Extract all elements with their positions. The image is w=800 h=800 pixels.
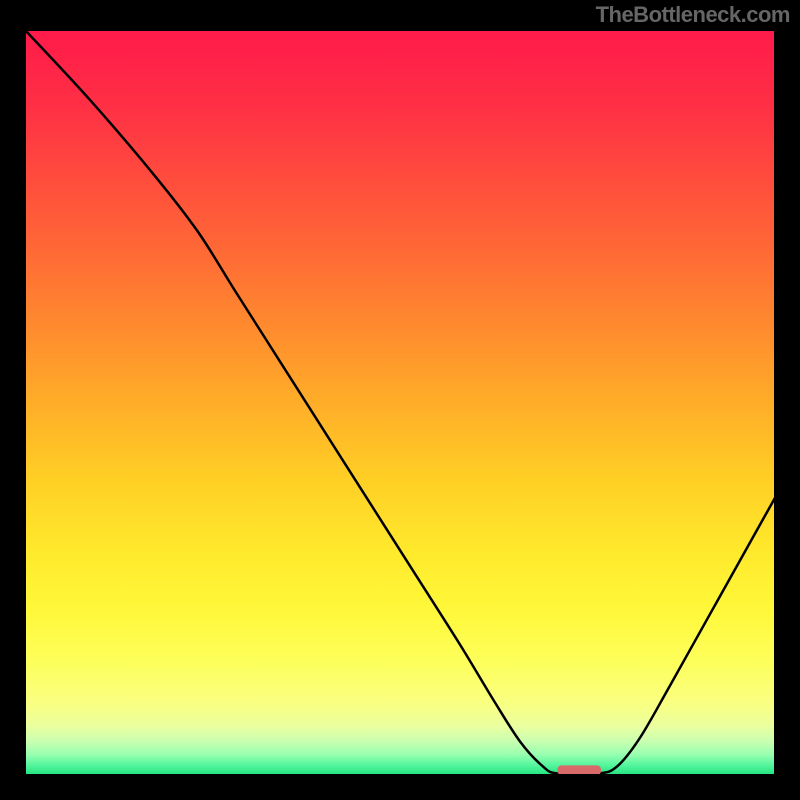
chart-svg (0, 0, 800, 800)
plot-gradient (25, 30, 775, 775)
watermark-text: TheBottleneck.com (596, 2, 790, 28)
optimal-marker (558, 765, 602, 775)
chart-container: TheBottleneck.com (0, 0, 800, 800)
